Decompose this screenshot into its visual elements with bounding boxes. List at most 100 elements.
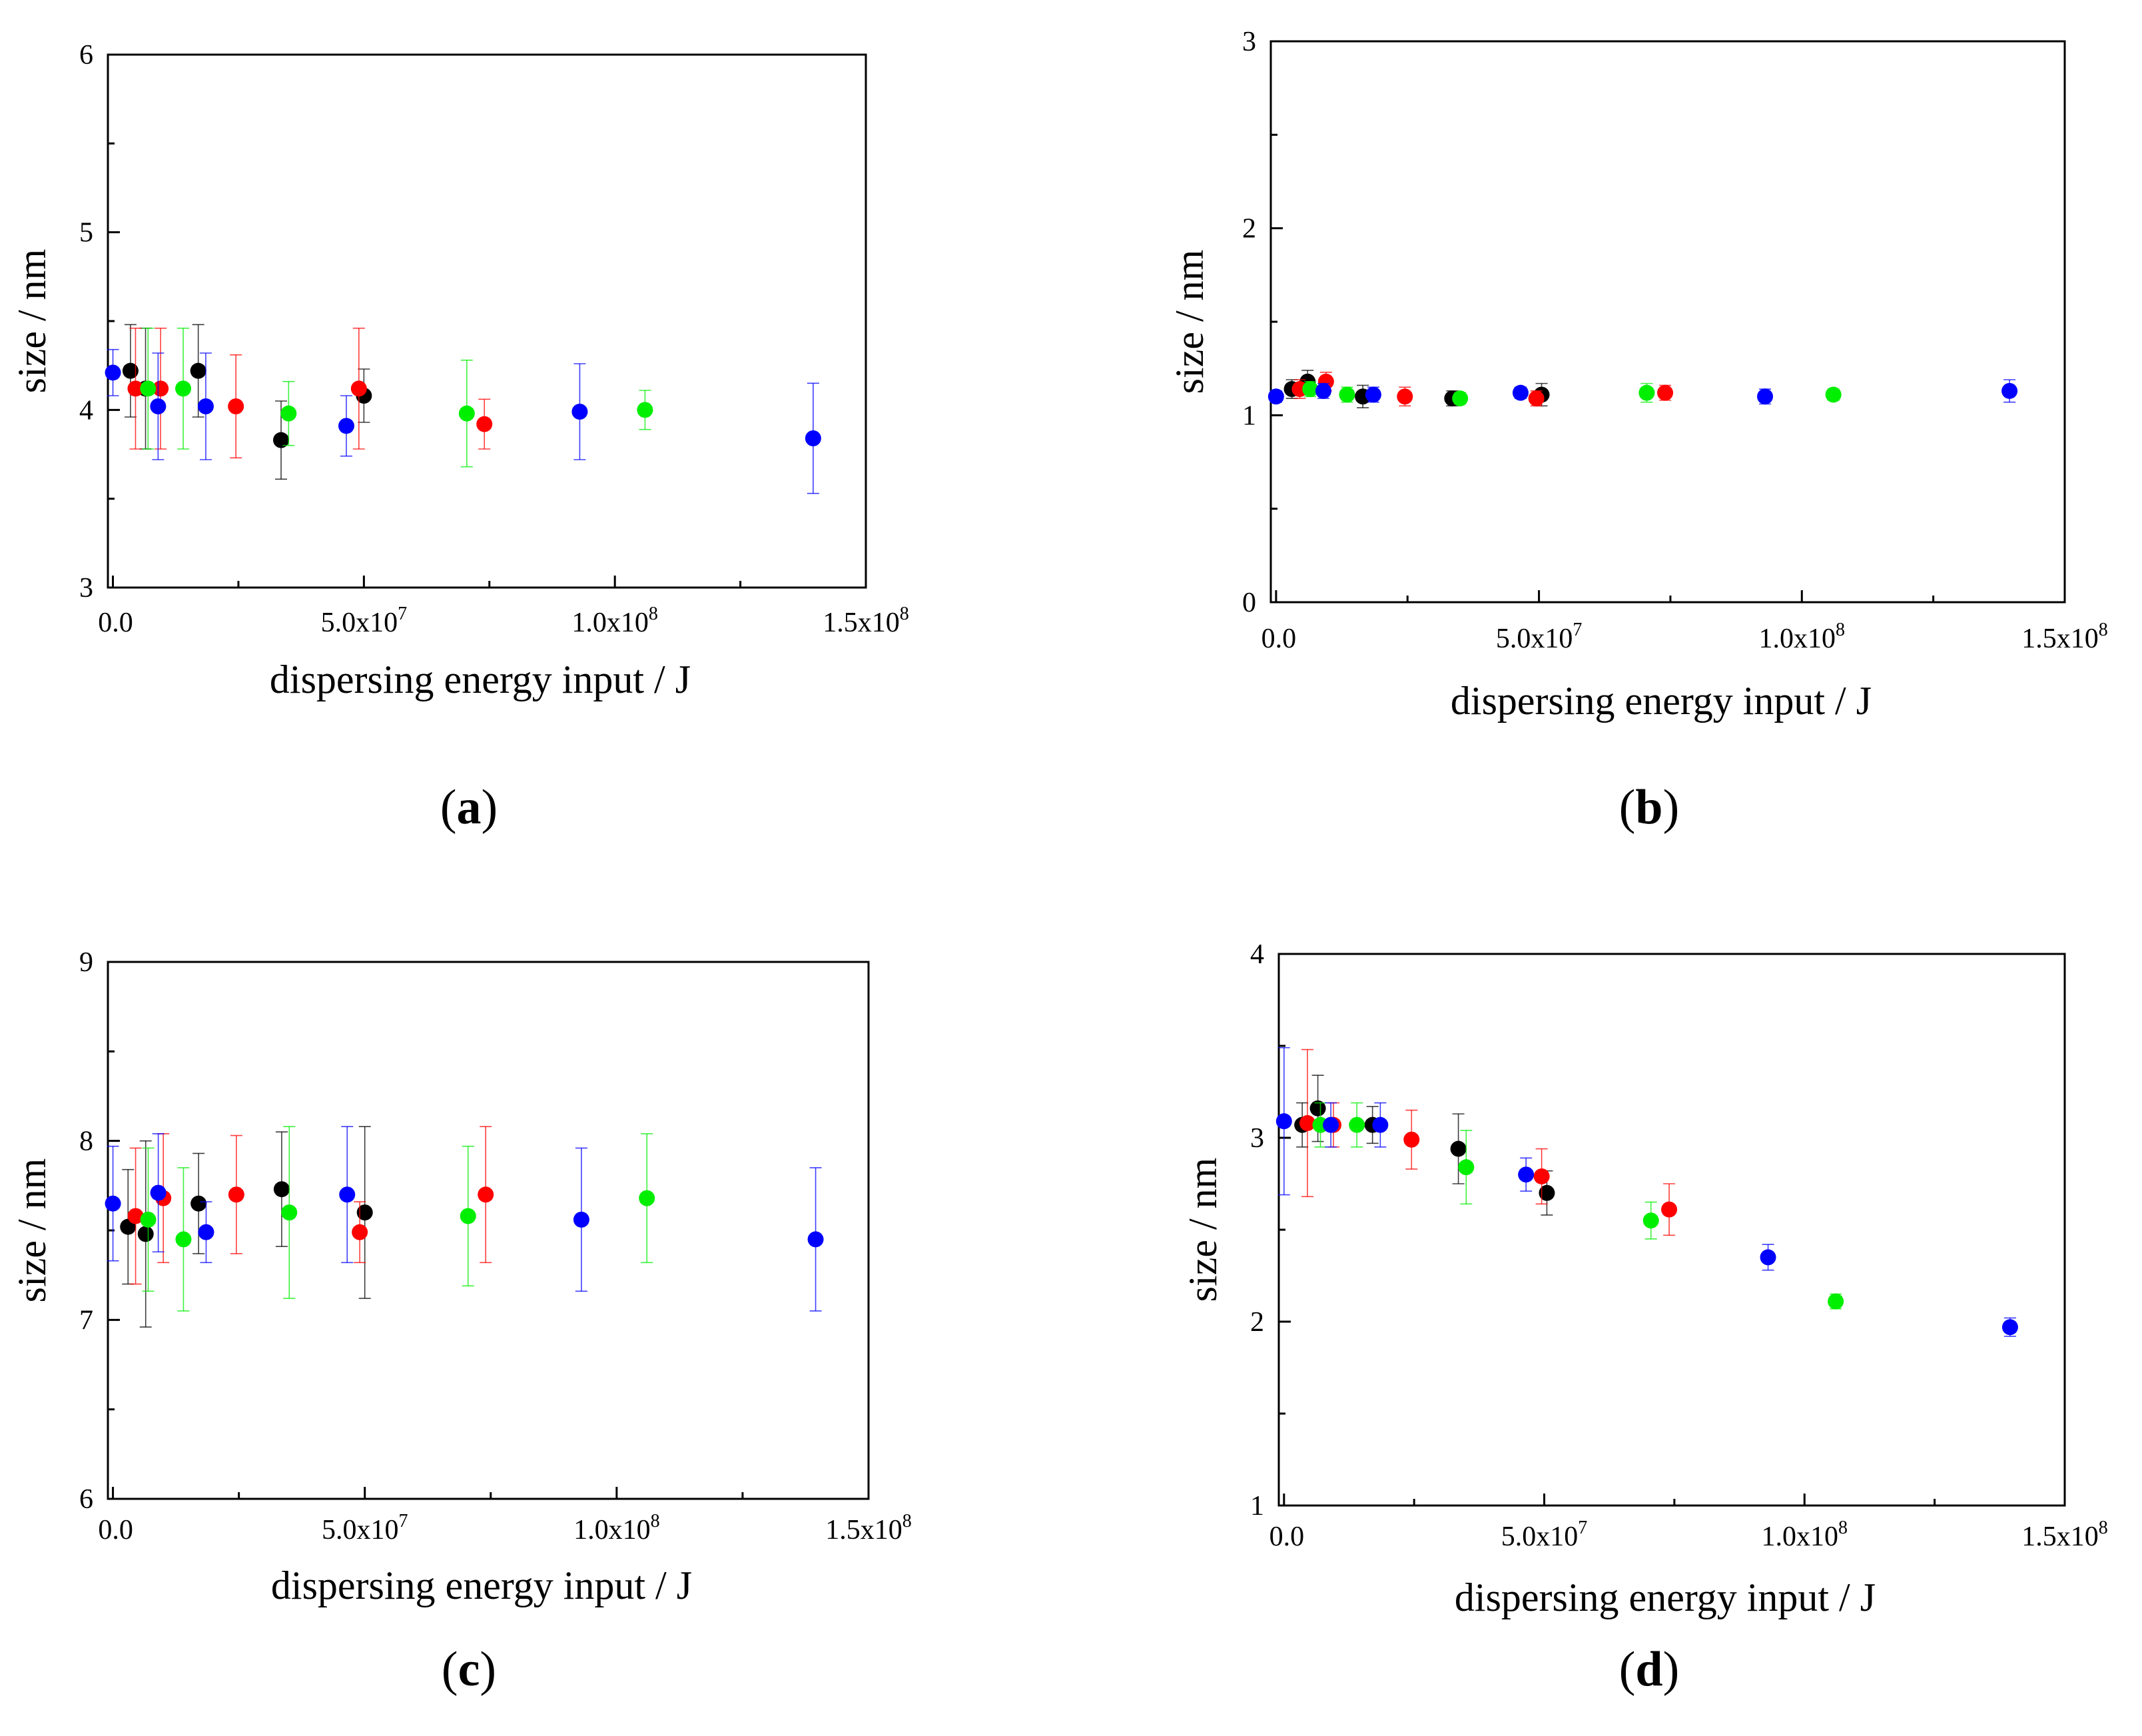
x-tick-label: 0.0: [98, 608, 133, 638]
data-point: [175, 380, 192, 397]
y-tick-label: 3: [1250, 1123, 1264, 1154]
data-point: [807, 1231, 824, 1248]
y-axis-title: size / nm: [10, 249, 54, 394]
x-tick-label-exponent: 8: [900, 604, 909, 624]
x-tick-label: 5.0x107: [321, 604, 408, 638]
data-point: [127, 1208, 144, 1224]
y-axis-title: size / nm: [10, 1158, 54, 1303]
x-tick-label: 1.5x108: [2021, 1518, 2108, 1552]
y-tick-label: 8: [79, 1126, 93, 1157]
data-point: [1309, 1100, 1326, 1116]
data-point: [1365, 386, 1381, 403]
y-tick-label: 3: [79, 573, 93, 604]
panel-label-letter: d: [1635, 1642, 1662, 1697]
data-point: [338, 418, 354, 434]
data-point: [175, 1231, 192, 1248]
data-point: [127, 380, 144, 397]
x-tick-label-base: 0.0: [1269, 1521, 1305, 1552]
x-tick-label-base: 5.0x10: [322, 1515, 399, 1545]
x-tick-label: 1.0x108: [573, 1511, 659, 1545]
panel-label-letter: a: [457, 780, 482, 835]
x-tick-label: 5.0x107: [1501, 1518, 1588, 1552]
panel-label-letter: c: [458, 1642, 480, 1697]
data-point: [339, 1186, 356, 1203]
y-tick-label: 1: [1242, 400, 1256, 431]
data-point: [281, 1204, 298, 1221]
y-tick-label: 2: [1242, 214, 1256, 244]
x-tick-label-base: 0.0: [98, 1515, 133, 1545]
x-tick-label: 0.0: [98, 1515, 133, 1545]
x-tick-label-base: 5.0x10: [321, 608, 398, 638]
series-blue: [105, 1126, 824, 1312]
x-tick-label-base: 1.0x10: [1762, 1521, 1839, 1552]
x-tick-label-base: 5.0x10: [1501, 1521, 1579, 1552]
x-tick-label-exponent: 7: [398, 604, 407, 624]
data-point: [1315, 382, 1331, 399]
data-point: [190, 362, 206, 379]
series-green: [1312, 1102, 1844, 1310]
x-axis-title: dispersing energy input / J: [271, 1563, 692, 1607]
data-point: [1533, 1168, 1550, 1184]
y-tick-label: 7: [79, 1305, 93, 1336]
data-point: [350, 380, 367, 397]
x-tick-label-exponent: 7: [398, 1511, 408, 1531]
series-blue: [1267, 379, 2018, 405]
data-point: [1275, 1113, 1292, 1130]
x-tick-label: 0.0: [1261, 624, 1297, 654]
data-point: [197, 398, 214, 414]
x-tick-label-exponent: 8: [2099, 620, 2108, 640]
y-tick-label: 0: [1242, 588, 1256, 618]
data-point: [1512, 384, 1529, 401]
data-point: [150, 1184, 167, 1201]
series-blue: [1275, 1047, 2018, 1337]
x-tick-label: 1.0x108: [571, 604, 658, 638]
data-point: [1657, 384, 1674, 401]
data-point: [1397, 388, 1413, 405]
data-point: [639, 1190, 655, 1206]
y-tick-label: 4: [79, 395, 93, 426]
data-point: [1452, 390, 1469, 407]
data-point: [153, 380, 169, 397]
x-tick-label: 1.0x108: [1762, 1518, 1848, 1552]
panel-label-letter: b: [1635, 780, 1662, 835]
data-point: [805, 430, 821, 446]
series-green: [1302, 381, 1842, 407]
data-point: [1642, 1212, 1659, 1229]
data-point: [460, 1208, 476, 1224]
x-tick-label: 0.0: [1269, 1521, 1305, 1552]
data-point: [1450, 1140, 1467, 1157]
series-black: [120, 1126, 373, 1328]
plot-frame: [1269, 40, 2066, 604]
data-point: [273, 432, 290, 448]
panel-label: (d): [1619, 1642, 1679, 1697]
data-point: [140, 380, 157, 397]
x-tick-label-base: 1.5x10: [2021, 1521, 2099, 1552]
x-tick-label-exponent: 7: [1573, 620, 1582, 640]
series-blue: [105, 348, 821, 494]
series-red: [127, 1126, 494, 1285]
data-point: [1458, 1159, 1475, 1176]
data-point: [1757, 388, 1774, 405]
plot-frame: [1277, 953, 2066, 1507]
x-tick-label-exponent: 8: [902, 1511, 912, 1531]
data-point: [1299, 1114, 1315, 1131]
data-point: [573, 1211, 589, 1228]
y-axis-title: size / nm: [1181, 1158, 1225, 1302]
x-tick-label-exponent: 8: [1838, 1518, 1848, 1538]
data-point: [1267, 388, 1284, 405]
y-tick-label: 4: [1250, 939, 1264, 970]
y-tick-label: 6: [79, 1484, 93, 1515]
x-tick-label-base: 1.0x10: [571, 608, 649, 638]
series-green: [140, 327, 653, 468]
data-point: [1339, 386, 1355, 403]
data-point: [1323, 1116, 1339, 1133]
x-tick-label-exponent: 8: [1836, 620, 1845, 640]
data-point: [273, 1181, 290, 1198]
data-point: [105, 364, 121, 381]
x-tick-label-exponent: 7: [1578, 1518, 1587, 1538]
data-point: [228, 1186, 244, 1203]
